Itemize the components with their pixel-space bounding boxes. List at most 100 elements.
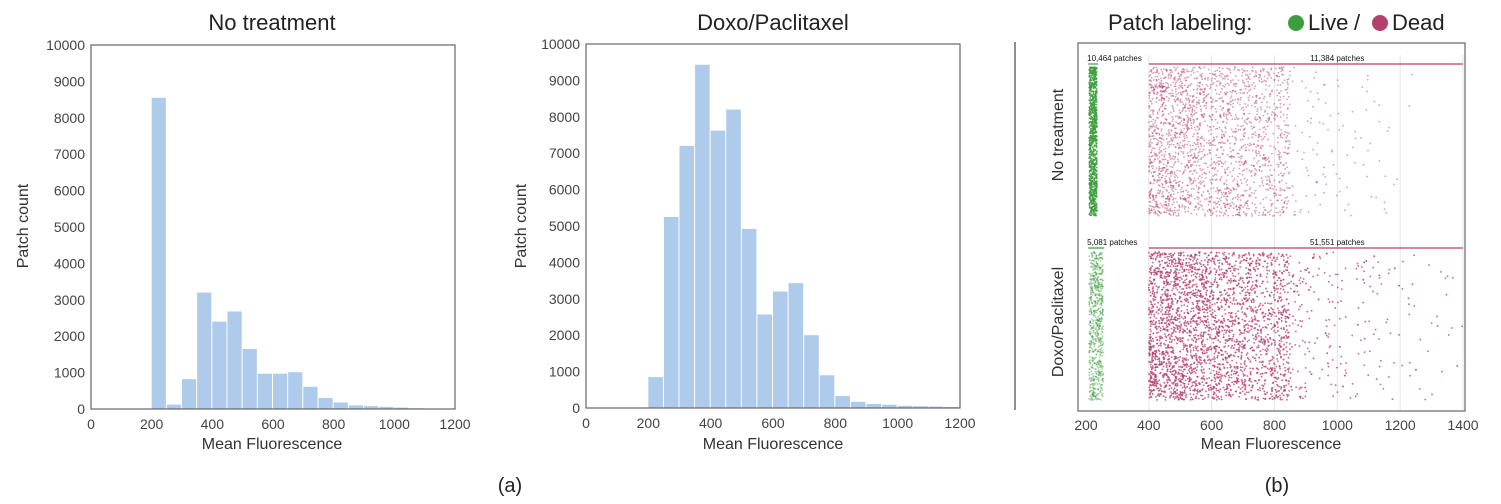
dead-point	[1338, 177, 1341, 180]
dead-point	[1249, 171, 1252, 173]
dead-point	[1220, 161, 1223, 164]
dead-point	[1255, 209, 1257, 212]
dead-point	[1152, 195, 1154, 198]
dead-point	[1181, 124, 1184, 127]
dead-point	[1172, 212, 1175, 214]
dead-point	[1152, 138, 1155, 140]
dead-point	[1307, 99, 1310, 102]
dead-point	[1209, 72, 1211, 75]
dead-point	[1280, 156, 1283, 158]
dead-point	[1169, 178, 1172, 181]
dead-point	[1386, 129, 1389, 132]
histogram-bar	[913, 406, 928, 408]
live-point	[1088, 343, 1091, 345]
live-point	[1093, 145, 1096, 147]
dead-point	[1204, 214, 1206, 217]
dead-point	[1190, 154, 1193, 156]
dead-point	[1198, 122, 1201, 125]
dead-point	[1206, 124, 1209, 127]
dead-point	[1262, 69, 1265, 72]
dead-point	[1190, 165, 1192, 168]
dead-point	[1283, 189, 1286, 192]
dead-point	[1366, 74, 1369, 77]
dead-point	[1203, 66, 1205, 69]
dead-point	[1224, 170, 1227, 173]
dead-point	[1300, 209, 1302, 211]
dead-point	[1167, 204, 1170, 207]
live-point	[1097, 328, 1100, 331]
histogram-bar	[151, 97, 166, 409]
live-point	[1092, 213, 1094, 216]
dead-point	[1152, 86, 1155, 89]
live-point	[1095, 67, 1098, 69]
dead-point	[1337, 112, 1340, 115]
dead-point	[1180, 75, 1183, 78]
dead-point	[1276, 89, 1278, 92]
live-point	[1091, 199, 1093, 202]
dead-point	[1238, 69, 1241, 72]
live-point	[1095, 122, 1098, 125]
dead-point	[1281, 136, 1284, 139]
dead-point	[1286, 116, 1288, 119]
live-point	[1095, 381, 1097, 384]
dead-point	[1179, 91, 1182, 94]
dead-point	[1281, 81, 1284, 84]
dead-point	[1218, 210, 1221, 213]
dead-point	[1259, 69, 1262, 72]
live-point	[1093, 77, 1096, 80]
dead-point	[1235, 160, 1237, 163]
live-point	[1088, 89, 1091, 92]
dead-point	[1222, 84, 1224, 87]
live-point	[1095, 182, 1098, 185]
dead-point	[1221, 73, 1224, 76]
dead-point	[1176, 169, 1179, 172]
dead-point	[1268, 210, 1271, 213]
dead-point	[1149, 99, 1152, 102]
dead-point	[1152, 113, 1155, 115]
y-axis-label: Patch count	[15, 183, 32, 268]
legend-live-marker	[1288, 15, 1304, 31]
dead-point	[1254, 69, 1257, 72]
dead-point	[1230, 95, 1233, 98]
dead-point	[1155, 66, 1158, 69]
dead-point	[1162, 68, 1165, 71]
dead-point	[1239, 199, 1242, 201]
dead-point	[1267, 164, 1269, 167]
live-point	[1088, 109, 1091, 112]
dead-point	[1248, 169, 1251, 172]
dead-point	[1240, 88, 1243, 91]
histogram-bar	[182, 379, 197, 409]
dead-point	[1227, 166, 1230, 169]
dead-point	[1210, 187, 1212, 190]
y-tick-label: 8000	[54, 110, 85, 126]
dead-point	[1186, 92, 1189, 95]
live-point	[1090, 112, 1093, 115]
dead-point	[1284, 200, 1286, 203]
dead-point	[1219, 116, 1222, 119]
dead-point	[1243, 120, 1246, 122]
dead-point	[1278, 153, 1281, 156]
dead-point	[1165, 68, 1168, 71]
histogram-bar	[928, 406, 944, 408]
x-tick-label: 0	[87, 416, 95, 432]
dead-point	[1250, 125, 1253, 128]
dead-point	[1243, 85, 1246, 88]
dead-point	[1188, 194, 1191, 197]
dead-point	[1161, 192, 1163, 195]
dead-point	[1253, 118, 1256, 120]
dead-point	[1160, 128, 1163, 130]
dead-point	[1288, 103, 1291, 106]
dead-point	[1267, 138, 1270, 141]
dead-point	[1153, 200, 1156, 203]
dead-point	[1408, 105, 1411, 107]
dead-point	[1168, 152, 1171, 155]
dead-point	[1276, 84, 1279, 86]
live-point	[1088, 255, 1091, 257]
dead-point	[1174, 83, 1177, 85]
dead-point	[1354, 130, 1357, 133]
dead-point	[1185, 189, 1188, 192]
dead-point	[1181, 205, 1183, 208]
dead-point	[1319, 203, 1322, 206]
dead-point	[1208, 139, 1210, 142]
live-point	[1089, 97, 1092, 100]
